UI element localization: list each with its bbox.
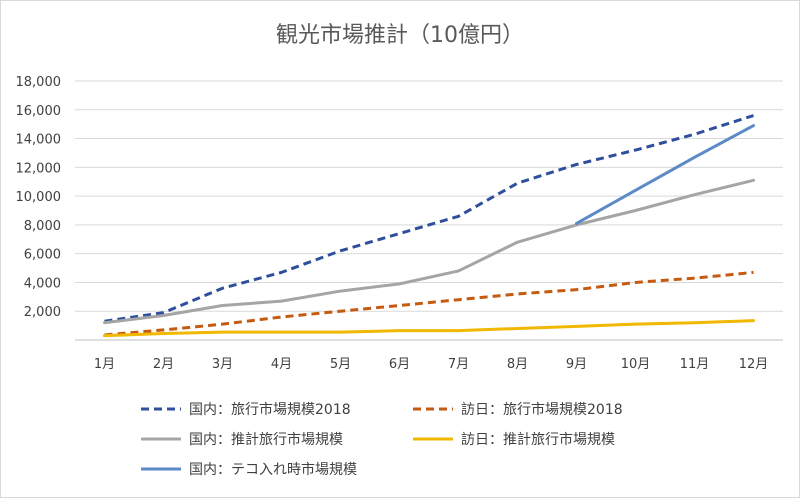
series-line-4: [103, 319, 755, 338]
x-tick-label: 9月: [566, 357, 587, 372]
y-tick-label: 18,000: [16, 75, 62, 90]
x-tick-label: 2月: [153, 357, 174, 372]
x-tick-label: 11月: [680, 357, 710, 372]
x-axis-ticks: 1月 2月 3月 4月 5月 6月 7月 8月 9月 10月 11月 12月: [94, 357, 768, 372]
x-tick-label: 4月: [271, 357, 292, 372]
x-tick-label: 12月: [739, 357, 769, 372]
legend: 国内：旅行市場規模2018 訪日：旅行市場規模2018 国内：推計旅行市場規模 訪日：…: [141, 401, 623, 478]
y-tick-label: 12,000: [16, 161, 62, 176]
series-line-2: [104, 270, 754, 337]
x-tick-label: 8月: [507, 357, 528, 372]
legend-label: 訪日：旅行市場規模2018: [461, 401, 623, 418]
series-line-1: [104, 114, 754, 323]
x-tick-label: 5月: [330, 357, 351, 372]
x-tick-label: 3月: [212, 357, 233, 372]
y-tick-label: 16,000: [16, 104, 62, 119]
y-tick-label: 10,000: [16, 190, 62, 205]
gridlines: [75, 80, 783, 341]
x-tick-label: 1月: [94, 357, 115, 372]
legend-label: 国内：推計旅行市場規模: [189, 431, 343, 448]
legend-label: 国内：旅行市場規模2018: [189, 401, 351, 418]
y-tick-label: 14,000: [16, 133, 62, 148]
chart-title: 観光市場推計（10億円）: [276, 23, 524, 48]
y-tick-label: 8,000: [24, 219, 61, 234]
legend-label: 訪日：推計旅行市場規模: [461, 431, 615, 448]
series-lines: [103, 114, 755, 338]
y-axis-ticks: 2,000 4,000 6,000 8,000 10,000 12,000 14,000 16…: [16, 75, 62, 320]
y-tick-label: 2,000: [24, 305, 61, 320]
y-tick-label: 4,000: [24, 276, 61, 291]
y-tick-label: 6,000: [24, 248, 61, 263]
x-tick-label: 10月: [621, 357, 651, 372]
series-line-5: [575, 124, 755, 225]
x-tick-label: 6月: [389, 357, 410, 372]
series-line-3: [103, 178, 755, 325]
x-tick-label: 7月: [448, 357, 469, 372]
legend-label: 国内：テコ入れ時市場規模: [189, 461, 357, 478]
